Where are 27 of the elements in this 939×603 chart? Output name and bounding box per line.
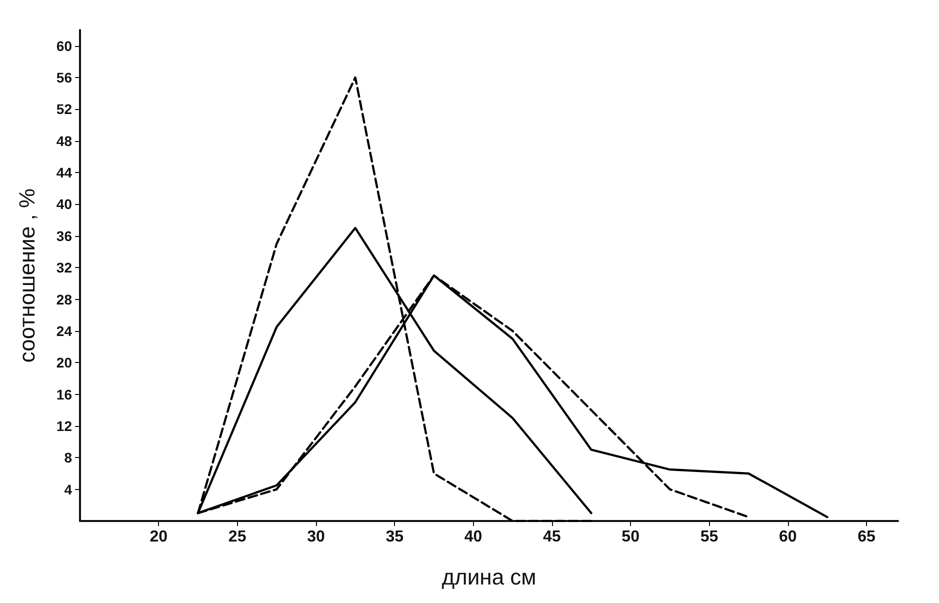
x-tick-label: 55 [700,528,718,546]
y-tick-label: 16 [56,386,72,402]
x-tick-label: 50 [622,528,640,546]
y-tick-label: 32 [56,260,72,276]
y-tick-label: 52 [56,101,72,118]
y-tick-label: 36 [56,228,72,244]
y-tick-label: 12 [56,418,72,434]
x-tick-label: 30 [307,528,325,546]
x-tick-label: 20 [150,528,168,546]
y-tick-label: 4 [64,481,72,498]
x-tick-label: 65 [858,528,876,546]
x-axis-title: длина см [442,564,536,590]
y-tick-label: 56 [56,70,72,86]
y-tick-label: 8 [64,450,72,466]
y-axis-title: соотношение , % [14,188,40,363]
x-tick-label: 45 [543,528,561,546]
y-tick-label: 60 [56,38,72,54]
x-tick-label: 60 [778,528,797,546]
y-tick-label: 40 [56,196,72,212]
y-tick-label: 44 [56,164,72,181]
y-tick-label: 28 [56,291,72,308]
x-tick-label: 35 [386,528,404,546]
y-tick-label: 48 [56,132,72,149]
x-tick-label: 25 [228,528,246,546]
x-tick-label: 40 [464,528,482,546]
y-tick-label: 20 [56,354,72,371]
y-tick-label: 24 [56,322,72,339]
